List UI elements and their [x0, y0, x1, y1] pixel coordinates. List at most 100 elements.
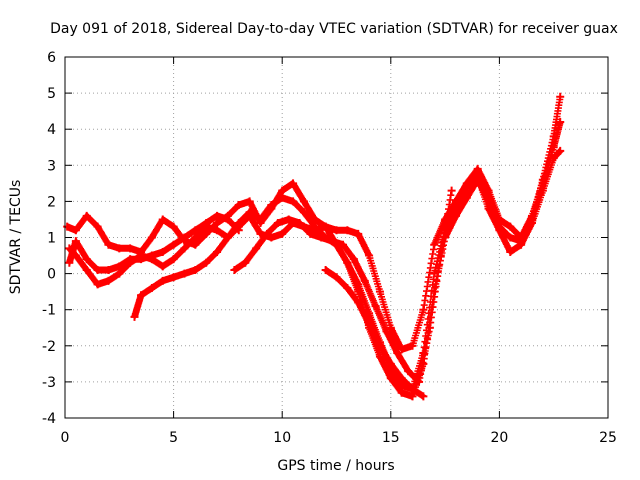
- data-point: [256, 215, 265, 224]
- data-point: [180, 233, 189, 242]
- data-point: [339, 240, 348, 249]
- data-point: [295, 219, 304, 228]
- data-point: [230, 265, 239, 274]
- data-point: [317, 233, 326, 242]
- data-point: [462, 182, 471, 191]
- data-point: [169, 222, 178, 231]
- data-point: [115, 262, 124, 271]
- data-point: [213, 219, 222, 228]
- x-tick-label: 20: [490, 430, 508, 446]
- data-point: [354, 298, 363, 307]
- data-point: [115, 244, 124, 253]
- data-point: [419, 392, 428, 401]
- data-point: [360, 276, 369, 285]
- data-point: [386, 359, 395, 368]
- data-point: [82, 211, 91, 220]
- data-point: [506, 247, 515, 256]
- data-point: [332, 273, 341, 282]
- series-1: [63, 117, 565, 354]
- data-point: [137, 291, 146, 300]
- data-point: [213, 247, 222, 256]
- data-point: [365, 320, 374, 329]
- data-point: [158, 276, 167, 285]
- data-point: [191, 265, 200, 274]
- data-point: [169, 255, 178, 264]
- data-point: [354, 280, 363, 289]
- series-trace: [65, 96, 564, 400]
- data-point: [549, 132, 558, 141]
- data-point: [306, 229, 315, 238]
- data-point: [343, 284, 352, 293]
- data-point: [430, 240, 439, 249]
- data-point: [473, 172, 482, 181]
- data-point: [393, 349, 402, 358]
- data-point: [397, 374, 406, 383]
- data-point: [180, 244, 189, 253]
- y-tick-label: 0: [47, 267, 56, 283]
- data-point: [93, 265, 102, 274]
- series-6: [230, 186, 456, 386]
- chart-title: Day 091 of 2018, Sidereal Day-to-day VTE…: [50, 21, 618, 37]
- data-point: [202, 219, 211, 228]
- data-point: [147, 284, 156, 293]
- data-point: [158, 247, 167, 256]
- y-ticks: -4 -3 -2 -1 0 1 2 3 4 5 6: [42, 50, 608, 427]
- data-point: [82, 255, 91, 264]
- data-point: [289, 197, 298, 206]
- data-point: [273, 219, 282, 228]
- data-point: [397, 388, 406, 397]
- data-point: [484, 204, 493, 213]
- series-4: [65, 211, 243, 274]
- data-point: [223, 233, 232, 242]
- y-tick-label: 4: [47, 122, 56, 138]
- data-point: [191, 233, 200, 242]
- data-point: [262, 229, 271, 238]
- data-point: [245, 208, 254, 217]
- data-point: [267, 201, 276, 210]
- data-point: [115, 269, 124, 278]
- data-point: [191, 240, 200, 249]
- x-ticks: 0 5 10 15 20 25: [61, 57, 617, 446]
- data-point: [104, 265, 113, 274]
- data-point: [419, 305, 428, 314]
- x-tick-label: 25: [599, 430, 617, 446]
- data-point: [299, 208, 308, 217]
- x-tick-label: 10: [273, 430, 291, 446]
- data-point: [130, 312, 139, 321]
- data-point: [71, 226, 80, 235]
- data-point: [252, 244, 261, 253]
- data-point: [447, 186, 456, 195]
- data-point: [436, 251, 445, 260]
- series-2: [65, 92, 565, 401]
- data-point: [328, 237, 337, 246]
- data-point: [213, 226, 222, 235]
- data-point: [321, 265, 330, 274]
- data-point: [382, 327, 391, 336]
- data-point: [354, 229, 363, 238]
- x-axis-title: GPS time / hours: [277, 458, 394, 474]
- data-point: [343, 226, 352, 235]
- data-point: [202, 229, 211, 238]
- data-point: [245, 197, 254, 206]
- data-point: [321, 222, 330, 231]
- data-point: [93, 222, 102, 231]
- data-point: [415, 377, 424, 386]
- data-point: [223, 215, 232, 224]
- data-point: [517, 240, 526, 249]
- data-point: [371, 302, 380, 311]
- data-point: [332, 226, 341, 235]
- data-point: [278, 193, 287, 202]
- data-point: [234, 201, 243, 210]
- data-point: [425, 323, 434, 332]
- data-point: [556, 146, 565, 155]
- data-point: [289, 179, 298, 188]
- data-point: [213, 211, 222, 220]
- data-point: [349, 255, 358, 264]
- y-tick-label: 2: [47, 194, 56, 210]
- data-point: [104, 276, 113, 285]
- data-point: [365, 251, 374, 260]
- y-tick-label: 5: [47, 86, 56, 102]
- y-axis-title: SDTVAR / TECUs: [8, 180, 24, 295]
- data-point: [267, 233, 276, 242]
- data-point: [473, 164, 482, 173]
